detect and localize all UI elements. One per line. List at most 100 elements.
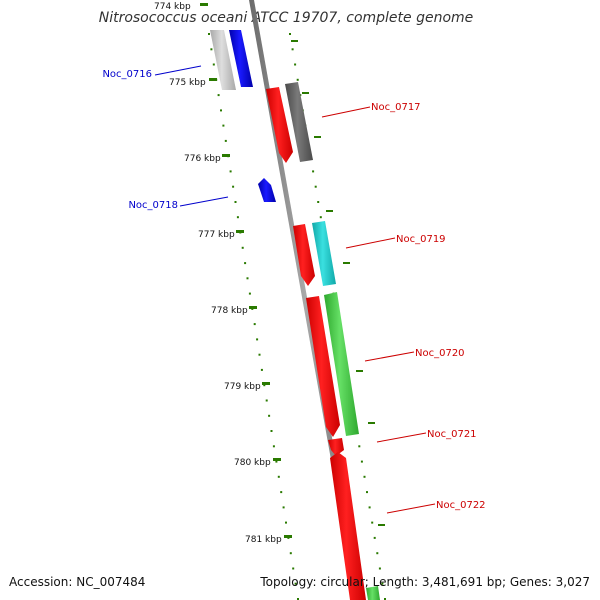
guide-dash [378,524,385,526]
tick-label: 781 kbp [245,535,282,545]
guide-dot [222,124,225,127]
gene-feature-noc-0721[interactable] [328,438,344,456]
scale-tick: 776 kbp [184,154,230,164]
gene-label-noc-0722[interactable]: Noc_0722 [436,500,486,511]
guide-dot [296,78,299,81]
scale-tick: 780 kbp [234,458,281,468]
guide-dot [373,536,376,539]
guide-dot [217,94,220,97]
guide-dot [280,491,283,494]
guide-dot [256,338,259,341]
gene-arrow-red [266,87,293,163]
guide-dot [248,292,251,295]
guide-dot [268,414,271,417]
tick-label: 777 kbp [198,230,235,240]
guide-dash [368,422,375,424]
guide-dot [234,201,237,203]
guide-dot [312,170,315,173]
guide-dot [384,598,386,600]
guide-dot [371,521,374,524]
guide-dot [292,567,295,570]
gene-arrow-blue [258,178,276,202]
scale-ticks: 774 kbp 775 kbp 776 kbp 777 kbp 778 kbp … [154,2,292,545]
gene-arrow-red [293,224,315,286]
guide-dot [282,506,285,509]
tick-label: 780 kbp [234,458,271,468]
gene-arrow-blue [229,30,253,87]
guide-dot [381,582,384,585]
guide-dash [302,92,309,94]
scale-tick: 781 kbp [245,535,292,545]
guide-dot [285,521,287,524]
guide-dot [270,430,273,432]
gene-feature-noc-0720[interactable] [306,292,359,437]
guide-dot [358,445,361,448]
guide-dot [272,445,275,448]
gene-feature-noc-0716[interactable] [210,30,253,90]
gene-label-noc-0720[interactable]: Noc_0720 [415,348,465,359]
leader-line-noc-0720 [364,351,415,362]
gene-label-noc-0721[interactable]: Noc_0721 [427,429,477,440]
guide-dot [265,399,268,402]
guide-dot [378,567,381,570]
guide-dot [294,582,297,585]
scale-tick: 778 kbp [211,306,257,316]
leader-line-noc-0719 [345,237,396,249]
guide-dot [210,48,213,51]
guide-dot [317,201,320,203]
guide-dot [314,185,317,188]
gene-arrow-cyan [312,221,336,286]
scale-tick: 774 kbp [154,2,208,12]
guide-dot [297,598,299,600]
guide-dot [258,353,261,356]
gene-arrow-darkgray [285,82,313,162]
tick-label: 774 kbp [154,2,191,12]
guide-dot [289,33,291,35]
guide-dot [376,552,379,555]
guide-dot [236,216,239,219]
tick-label: 775 kbp [169,78,206,88]
guide-dot [246,277,249,280]
guide-dash [291,40,298,42]
leader-line-noc-0716 [154,65,202,76]
guide-dot [212,63,215,66]
guide-dot [360,460,363,463]
gene-feature-noc-0718[interactable] [258,178,276,202]
guide-dash [314,136,321,138]
gene-label-noc-0716[interactable]: Noc_0716 [102,69,152,80]
guide-dot [208,33,210,35]
guide-dash [326,210,333,212]
gene-label-noc-0719[interactable]: Noc_0719 [396,234,446,245]
gene-arrow-red [306,296,340,437]
guide-dot [363,475,366,478]
gene-label-noc-0717[interactable]: Noc_0717 [371,102,421,113]
guide-dot [366,491,368,494]
scale-tick: 777 kbp [198,230,244,240]
guide-dot [232,185,235,188]
gene-arrow-red [330,452,366,600]
guide-dot [241,246,244,249]
leader-line-noc-0721 [376,432,427,443]
guide-dot [244,262,247,265]
guide-dot [294,63,297,66]
guide-dot [319,216,322,219]
gene-feature-noc-0717[interactable] [266,82,313,163]
guide-dot [291,48,294,51]
gene-arrow-green [324,292,359,436]
map-title: Nitrosococcus oceani ATCC 19707, complet… [99,10,474,26]
gene-arrow-gray [210,30,236,90]
guide-dot [368,506,371,509]
guide-dot [220,109,222,112]
gene-label-noc-0718[interactable]: Noc_0718 [128,200,178,211]
leader-line-noc-0722 [386,503,436,514]
guide-dot [275,460,278,463]
guide-dot [260,368,263,371]
gene-feature-noc-0722[interactable] [330,452,380,600]
tick-label: 778 kbp [211,306,248,316]
guide-dot [253,323,256,326]
gene-arrow-green [366,586,380,600]
scale-tick: 775 kbp [169,78,217,88]
gene-feature-noc-0719[interactable] [293,221,336,286]
gene-arrow-red [328,438,344,456]
